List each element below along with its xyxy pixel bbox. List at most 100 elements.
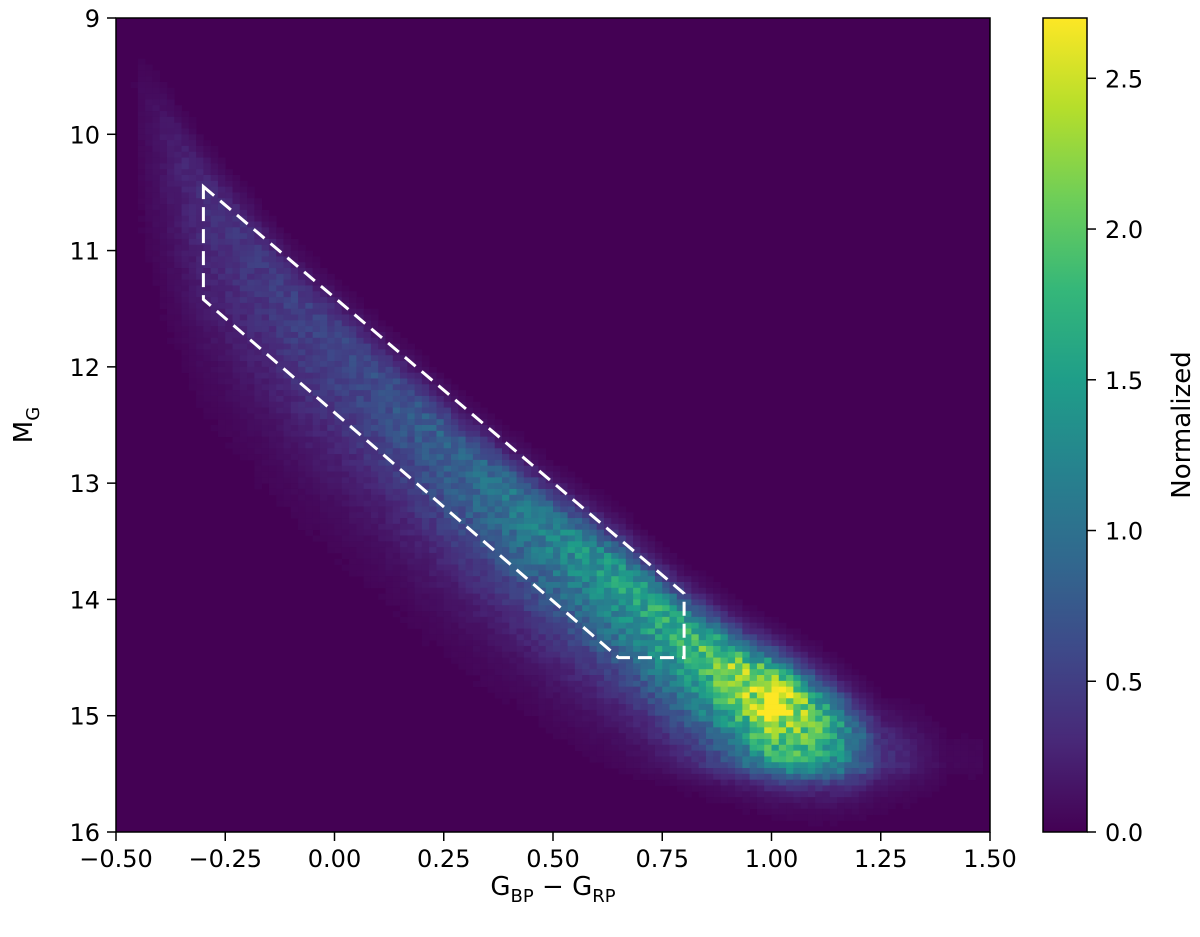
heatmap-cell bbox=[283, 454, 292, 461]
heatmap-cell bbox=[436, 570, 445, 577]
heatmap-cell bbox=[203, 140, 212, 147]
heatmap-cell bbox=[239, 198, 248, 205]
heatmap-cell bbox=[960, 768, 969, 775]
heatmap-cell bbox=[596, 733, 605, 740]
heatmap-cell bbox=[225, 395, 233, 403]
heatmap-cell bbox=[254, 436, 263, 443]
heatmap-cell bbox=[516, 645, 525, 653]
heatmap-cell bbox=[487, 640, 496, 647]
heatmap-cell bbox=[494, 657, 503, 664]
heatmap-cell bbox=[567, 675, 576, 682]
heatmap-cell bbox=[531, 628, 539, 635]
heatmap-cell bbox=[866, 762, 874, 769]
heatmap-cell bbox=[472, 564, 481, 571]
heatmap-cell bbox=[159, 250, 168, 257]
heatmap-cell bbox=[494, 430, 503, 438]
heatmap-cell bbox=[727, 645, 736, 653]
heatmap-cell bbox=[349, 378, 357, 385]
heatmap-cell bbox=[713, 581, 721, 589]
heatmap-cell bbox=[829, 814, 838, 821]
heatmap-cell bbox=[217, 244, 226, 251]
heatmap-cell bbox=[516, 448, 525, 455]
heatmap-cell bbox=[341, 535, 350, 542]
colorbar-tick-label: 2.0 bbox=[1105, 216, 1143, 244]
heatmap-cell bbox=[392, 355, 401, 362]
heatmap-cell bbox=[596, 611, 605, 618]
heatmap-cell bbox=[822, 808, 831, 815]
heatmap-cell bbox=[392, 343, 401, 350]
heatmap-cell bbox=[254, 198, 263, 205]
heatmap-cell bbox=[640, 605, 649, 612]
heatmap-cell bbox=[225, 192, 233, 199]
heatmap-cell bbox=[370, 529, 379, 536]
heatmap-cell bbox=[356, 419, 365, 426]
heatmap-cell bbox=[174, 180, 182, 188]
heatmap-cell bbox=[334, 471, 343, 478]
heatmap-cell bbox=[778, 698, 787, 705]
y-tick-label: 10 bbox=[69, 121, 100, 149]
heatmap-cell bbox=[196, 337, 204, 344]
heatmap-cell bbox=[378, 413, 386, 420]
heatmap-cell bbox=[764, 797, 772, 804]
heatmap-cell bbox=[254, 454, 263, 461]
heatmap-cell bbox=[771, 721, 780, 728]
heatmap-cell bbox=[538, 686, 547, 693]
heatmap-cell bbox=[370, 361, 379, 368]
heatmap-cell bbox=[225, 425, 233, 432]
heatmap-cell bbox=[684, 721, 692, 728]
heatmap-cell bbox=[735, 733, 743, 740]
heatmap-cell bbox=[676, 593, 685, 600]
heatmap-cell bbox=[407, 390, 416, 397]
heatmap-cell bbox=[669, 564, 678, 571]
heatmap-cell bbox=[451, 401, 459, 408]
heatmap-cell bbox=[502, 645, 510, 653]
heatmap-cell bbox=[349, 506, 357, 513]
heatmap-cell bbox=[480, 581, 488, 589]
heatmap-cell bbox=[713, 773, 721, 781]
heatmap-cell bbox=[567, 698, 576, 705]
heatmap-cell bbox=[742, 791, 751, 798]
heatmap-cell bbox=[232, 407, 241, 414]
heatmap-cell bbox=[807, 814, 816, 821]
heatmap-cell bbox=[523, 698, 532, 705]
heatmap-cell bbox=[407, 494, 416, 501]
heatmap-cell bbox=[181, 291, 190, 298]
heatmap-cell bbox=[909, 733, 918, 740]
heatmap-cell bbox=[349, 535, 357, 542]
heatmap-cell bbox=[727, 593, 736, 600]
heatmap-cell bbox=[844, 773, 853, 781]
heatmap-cell bbox=[800, 727, 809, 734]
heatmap-cell bbox=[472, 657, 481, 664]
heatmap-cell bbox=[268, 425, 277, 432]
heatmap-cell bbox=[742, 797, 751, 804]
heatmap-cell bbox=[312, 302, 321, 310]
heatmap-cell bbox=[873, 738, 882, 746]
heatmap-cell bbox=[596, 634, 605, 641]
heatmap-cell bbox=[203, 227, 212, 234]
heatmap-cell bbox=[509, 529, 517, 536]
heatmap-cell bbox=[472, 483, 481, 490]
heatmap-cell bbox=[720, 587, 729, 595]
heatmap-cell bbox=[567, 558, 576, 565]
heatmap-cell bbox=[727, 605, 736, 612]
heatmap-cell bbox=[276, 372, 284, 379]
heatmap-cell bbox=[290, 430, 299, 438]
heatmap-cell bbox=[705, 750, 714, 757]
heatmap-cell bbox=[166, 180, 175, 188]
heatmap-cell bbox=[538, 675, 547, 682]
heatmap-cell bbox=[370, 343, 379, 350]
heatmap-cell bbox=[203, 268, 212, 275]
heatmap-cell bbox=[407, 622, 416, 629]
heatmap-cell bbox=[582, 483, 590, 490]
heatmap-cell bbox=[225, 326, 233, 333]
heatmap-cell bbox=[866, 692, 874, 699]
heatmap-cell bbox=[210, 204, 219, 211]
heatmap-cell bbox=[727, 709, 736, 717]
heatmap-cell bbox=[298, 361, 306, 368]
heatmap-cell bbox=[960, 744, 969, 751]
heatmap-cell bbox=[691, 669, 700, 676]
heatmap-cell bbox=[851, 692, 860, 699]
heatmap-cell bbox=[181, 221, 190, 228]
heatmap-cell bbox=[247, 256, 255, 263]
heatmap-cell bbox=[385, 355, 394, 362]
